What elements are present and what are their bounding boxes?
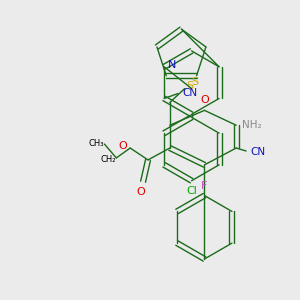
Text: S: S xyxy=(186,81,193,91)
Text: F: F xyxy=(201,181,208,191)
Text: CN: CN xyxy=(182,88,197,98)
Text: NH₂: NH₂ xyxy=(242,120,262,130)
Text: N: N xyxy=(168,60,176,70)
Text: S: S xyxy=(191,77,198,87)
Text: CH₃: CH₃ xyxy=(89,139,104,148)
Text: CN: CN xyxy=(250,147,266,157)
Text: O: O xyxy=(118,141,127,151)
Text: Cl: Cl xyxy=(186,186,197,196)
Text: O: O xyxy=(200,95,209,106)
Text: O: O xyxy=(137,187,146,196)
Text: CH₂: CH₂ xyxy=(100,155,116,164)
